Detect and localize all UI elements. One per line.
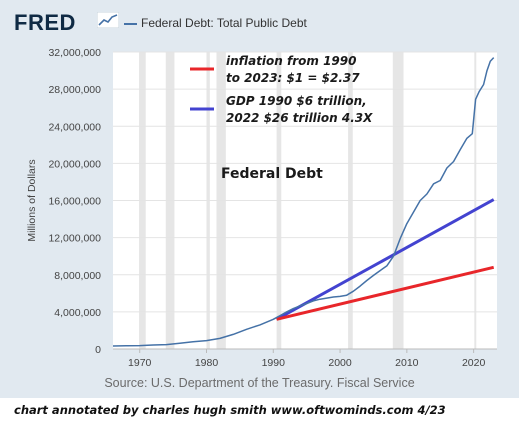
x-tick-label: 1970 xyxy=(128,357,152,369)
y-tick-label: 16,000,000 xyxy=(48,196,101,208)
x-tick-label: 2010 xyxy=(395,357,419,369)
gdp-annotation-line2: 2022 $26 trillion 4.3X xyxy=(226,111,373,125)
gridlines xyxy=(113,51,497,350)
chart-plot: 0 4,000,000 8,000,000 12,000,000 16,000,000 2… xyxy=(26,47,497,369)
inflation-trend-line xyxy=(276,265,495,321)
chart-header: FRED Federal Debt: Total Public Debt xyxy=(0,0,519,44)
x-tick-label: 1990 xyxy=(262,357,286,369)
y-tick-label: 32,000,000 xyxy=(48,47,101,59)
series-lines xyxy=(112,57,495,347)
x-tick-label: 1980 xyxy=(195,357,219,369)
gdp-annotation-line1: GDP 1990 $6 trillion, xyxy=(226,94,367,108)
source-note: Source: U.S. Department of the Treasury.… xyxy=(104,376,415,390)
y-tick-label: 28,000,000 xyxy=(48,84,101,96)
y-axis-tick-labels: 0 4,000,000 8,000,000 12,000,000 16,000,000 2… xyxy=(48,47,101,356)
y-tick-label: 24,000,000 xyxy=(48,121,101,133)
annotation-credit: chart annotated by charles hugh smith ww… xyxy=(14,403,446,417)
y-tick-label: 20,000,000 xyxy=(48,158,101,170)
y-tick-label: 8,000,000 xyxy=(54,270,101,282)
fred-logo[interactable]: FRED xyxy=(14,10,76,35)
y-tick-label: 12,000,000 xyxy=(48,233,101,245)
federal-debt-line xyxy=(112,57,495,347)
fred-logo-chart-icon xyxy=(97,12,119,28)
y-axis-label: Millions of Dollars xyxy=(26,159,38,241)
y-tick-label: 4,000,000 xyxy=(54,307,101,319)
inflation-annotation-line2: to 2023: $1 = $2.37 xyxy=(226,71,360,85)
x-tick-label: 2000 xyxy=(328,357,352,369)
y-tick-label: 0 xyxy=(95,344,101,356)
gdp-trend-line xyxy=(275,198,495,321)
chart-title: Federal Debt xyxy=(221,166,323,182)
inflation-annotation-line1: inflation from 1990 xyxy=(226,54,356,68)
x-tick-label: 2020 xyxy=(462,357,486,369)
x-axis-tick-labels: 1970 1980 1990 2000 2010 2020 xyxy=(128,349,485,369)
series-title[interactable]: Federal Debt: Total Public Debt xyxy=(141,16,307,30)
legend-swatch xyxy=(124,23,137,25)
